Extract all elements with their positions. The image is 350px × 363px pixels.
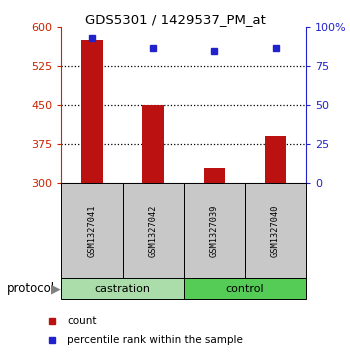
Bar bbox=[61, 183, 122, 278]
Text: control: control bbox=[226, 284, 264, 294]
Bar bbox=[265, 136, 286, 183]
Text: ▶: ▶ bbox=[51, 282, 60, 295]
Text: GSM1327040: GSM1327040 bbox=[271, 204, 280, 257]
Text: protocol: protocol bbox=[7, 282, 55, 295]
Bar bbox=[61, 278, 184, 299]
Bar bbox=[245, 183, 306, 278]
Bar bbox=[122, 183, 184, 278]
Bar bbox=[81, 40, 103, 183]
Text: GSM1327041: GSM1327041 bbox=[88, 204, 96, 257]
Text: GDS5301 / 1429537_PM_at: GDS5301 / 1429537_PM_at bbox=[85, 13, 265, 26]
Bar bbox=[184, 183, 245, 278]
Text: count: count bbox=[67, 316, 97, 326]
Bar bbox=[142, 105, 164, 183]
Text: GSM1327039: GSM1327039 bbox=[210, 204, 219, 257]
Bar bbox=[184, 278, 306, 299]
Text: GSM1327042: GSM1327042 bbox=[149, 204, 158, 257]
Bar bbox=[204, 168, 225, 183]
Text: percentile rank within the sample: percentile rank within the sample bbox=[67, 335, 243, 346]
Text: castration: castration bbox=[94, 284, 150, 294]
